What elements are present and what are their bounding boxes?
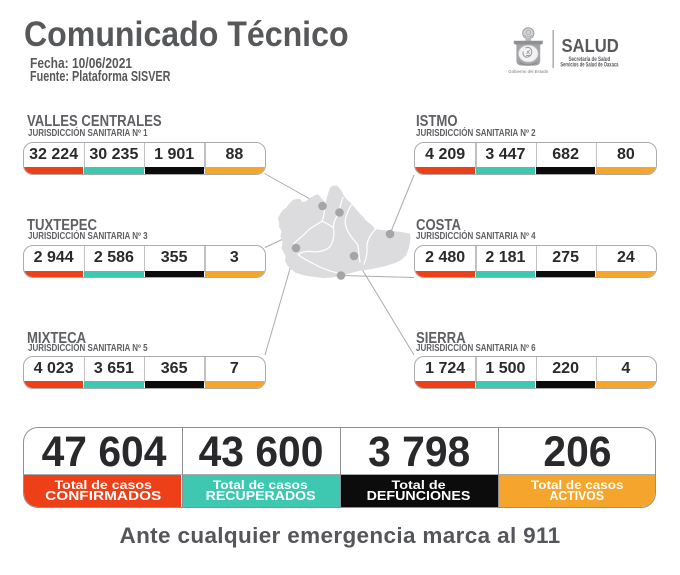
- svg-text:SALUD: SALUD: [561, 35, 618, 56]
- svg-text:Servicios de Salud de Oaxaca: Servicios de Salud de Oaxaca: [560, 62, 618, 69]
- svg-text:Gobierno del Estado: Gobierno del Estado: [508, 69, 549, 74]
- svg-text:Secretaría de Salud: Secretaría de Salud: [568, 56, 610, 63]
